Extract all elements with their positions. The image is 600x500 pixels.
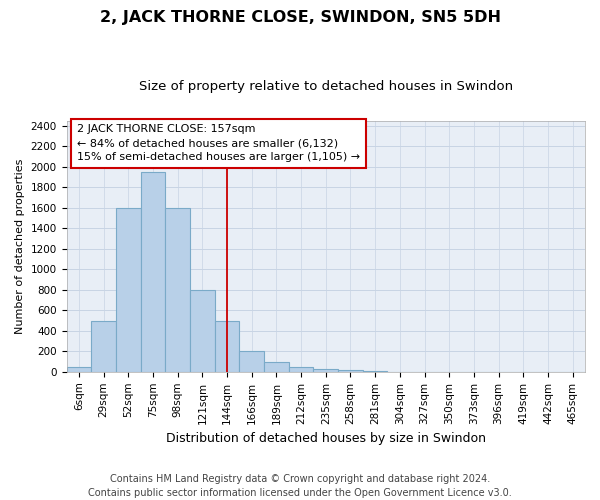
Text: 2 JACK THORNE CLOSE: 157sqm
← 84% of detached houses are smaller (6,132)
15% of : 2 JACK THORNE CLOSE: 157sqm ← 84% of det…: [77, 124, 360, 162]
Bar: [215, 320, 239, 372]
X-axis label: Distribution of detached houses by size in Swindon: Distribution of detached houses by size …: [166, 432, 486, 445]
Text: Contains HM Land Registry data © Crown copyright and database right 2024.
Contai: Contains HM Land Registry data © Crown c…: [88, 474, 512, 498]
Y-axis label: Number of detached properties: Number of detached properties: [15, 158, 25, 334]
Bar: [140, 172, 165, 372]
Bar: [190, 290, 215, 372]
Bar: [338, 370, 363, 372]
Bar: [289, 366, 313, 372]
Bar: [165, 208, 190, 372]
Bar: [91, 320, 116, 372]
Bar: [264, 362, 289, 372]
Text: 2, JACK THORNE CLOSE, SWINDON, SN5 5DH: 2, JACK THORNE CLOSE, SWINDON, SN5 5DH: [100, 10, 500, 25]
Bar: [239, 352, 264, 372]
Bar: [116, 208, 140, 372]
Bar: [67, 366, 91, 372]
Title: Size of property relative to detached houses in Swindon: Size of property relative to detached ho…: [139, 80, 513, 93]
Bar: [313, 368, 338, 372]
